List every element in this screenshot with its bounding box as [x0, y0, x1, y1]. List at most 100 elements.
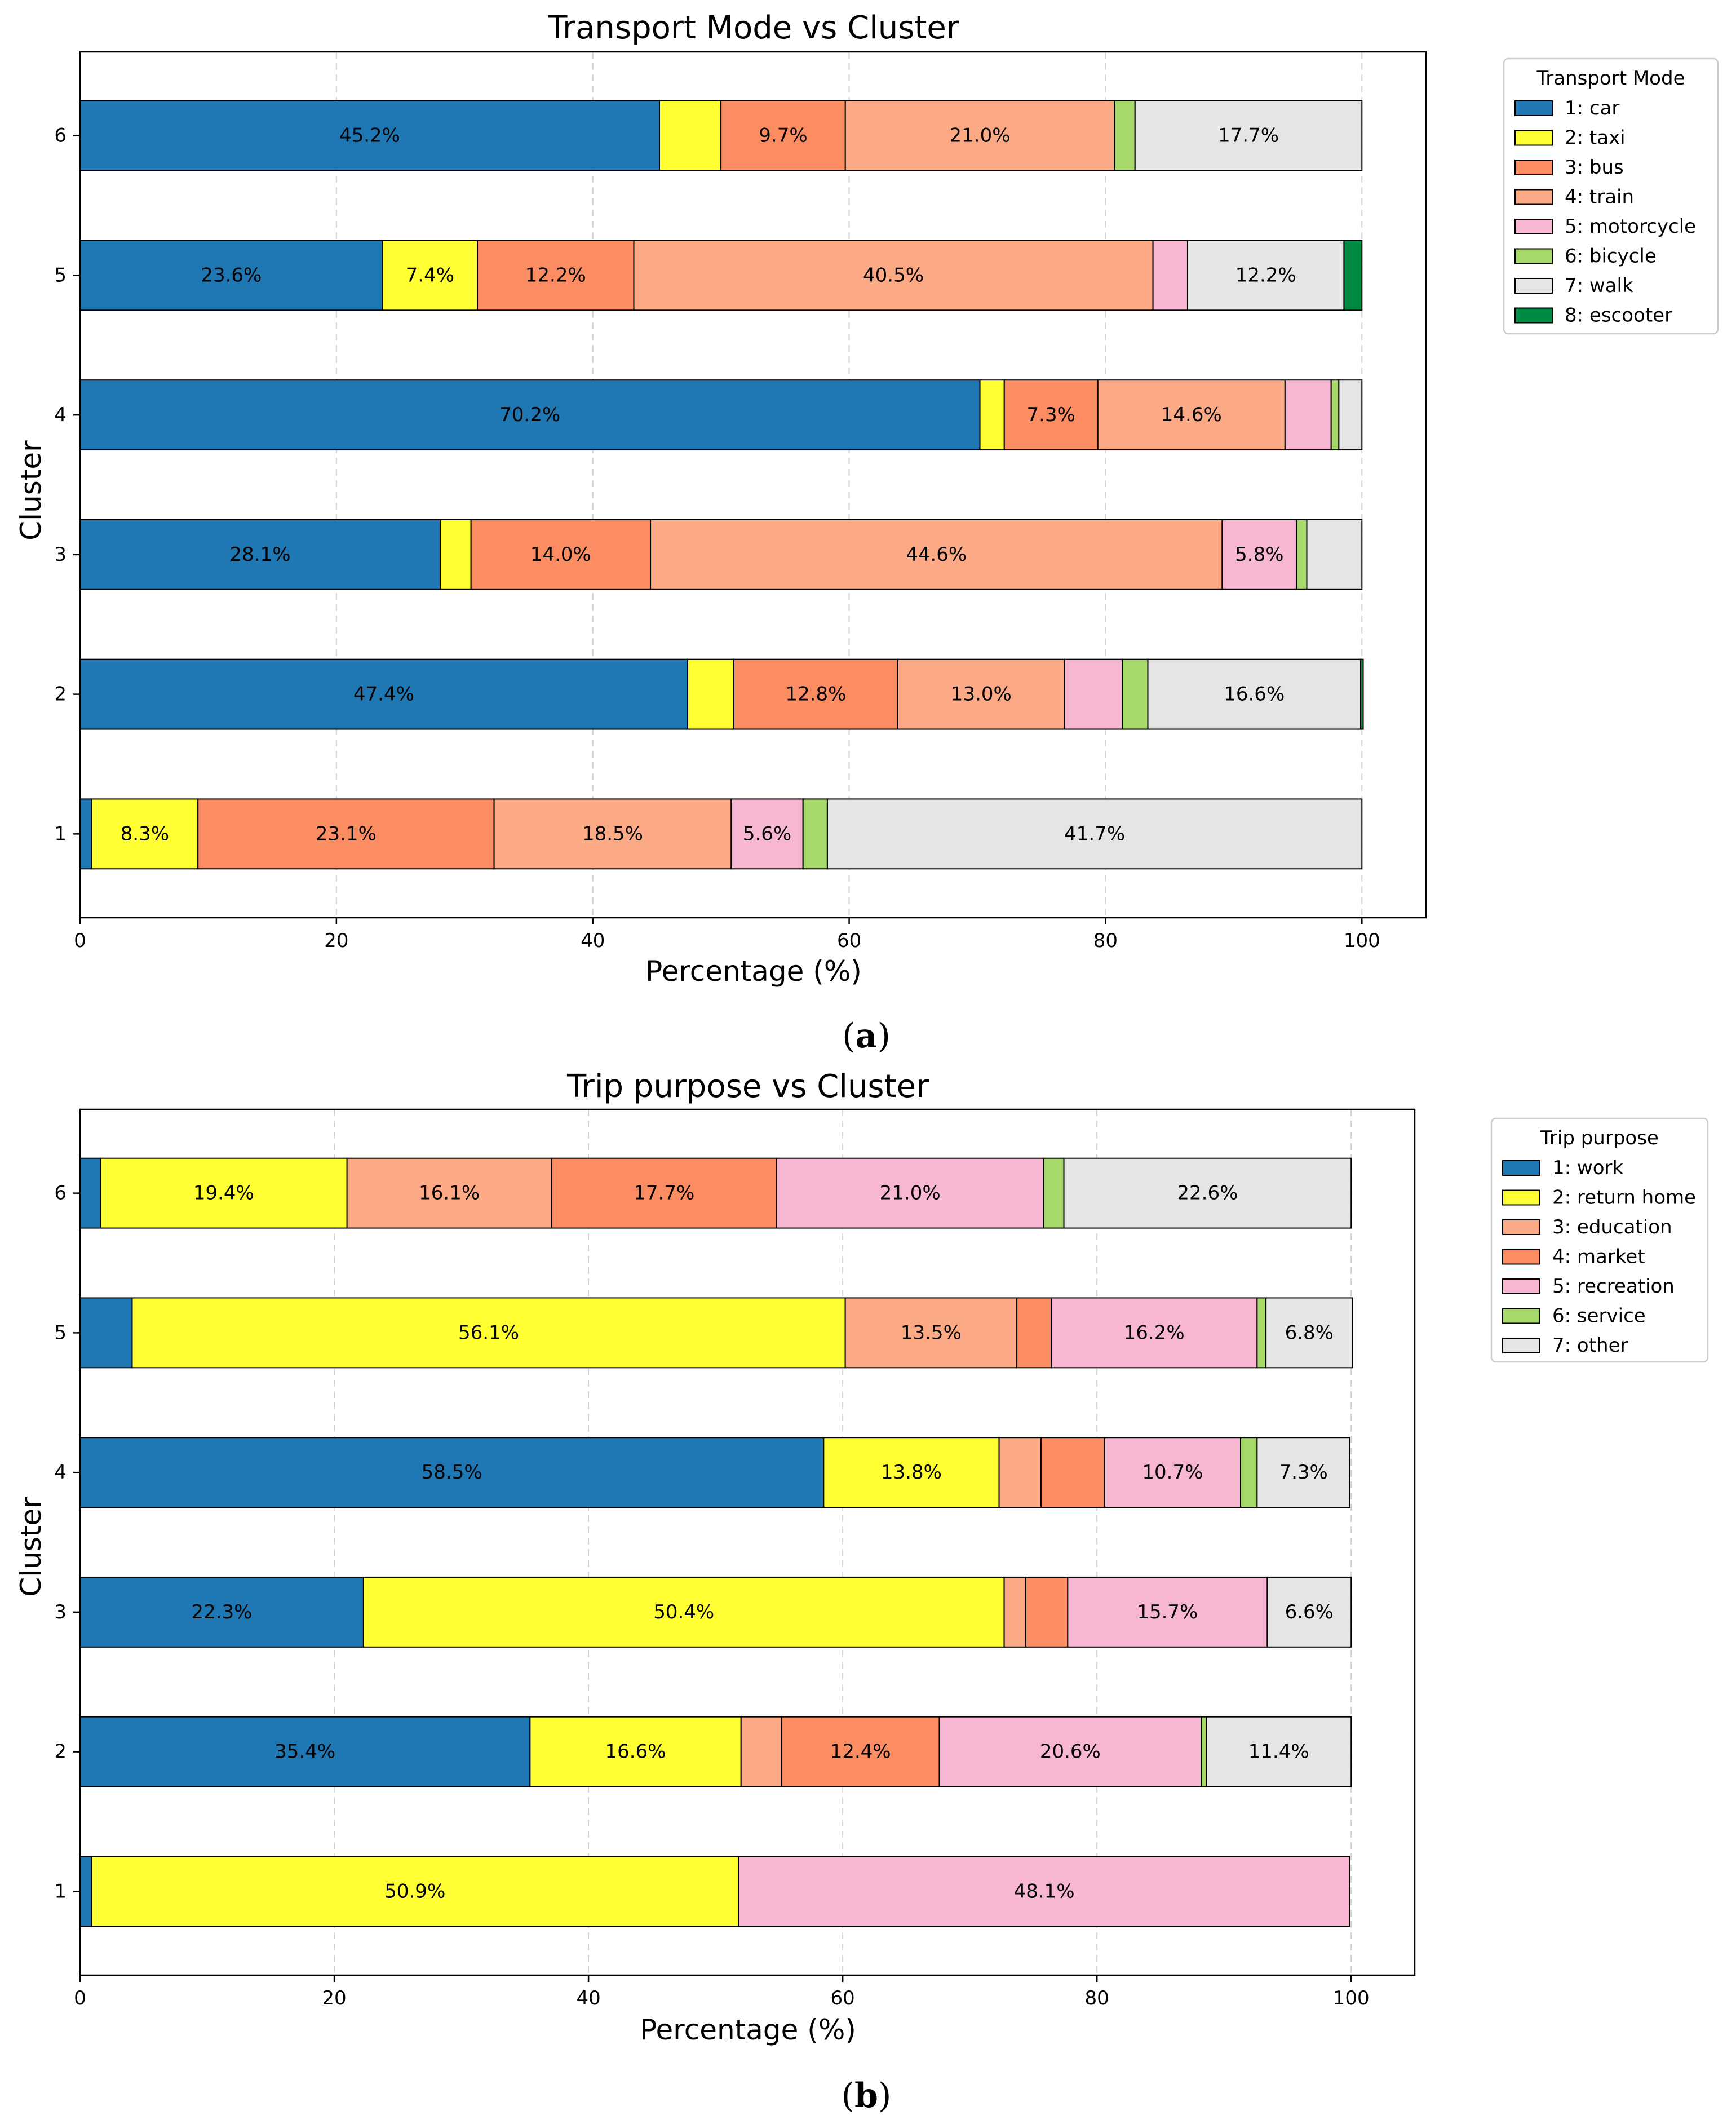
y-tick-label: 3 — [54, 1601, 67, 1623]
bar-segment — [826, 798, 1363, 870]
bar-segment — [1114, 100, 1136, 171]
data-label: 13.5% — [901, 1321, 962, 1344]
bar-segment — [730, 798, 804, 870]
data-label: 7.4% — [406, 264, 454, 286]
bar-segment — [79, 1576, 364, 1648]
legend-entry: 7: walk — [1565, 275, 1633, 297]
data-label: 18.5% — [582, 822, 643, 845]
bar-segment — [823, 1437, 1000, 1508]
y-tick-label: 6 — [54, 1182, 67, 1205]
x-axis-label: Percentage (%) — [640, 2014, 856, 2046]
legend: Trip purpose 1: work 2: return home 3: edu… — [1490, 1117, 1709, 1363]
x-tick-label: 100 — [1344, 930, 1380, 952]
bar-segment — [720, 100, 846, 171]
legend-entry: 2: return home — [1552, 1187, 1696, 1209]
data-label: 7.3% — [1279, 1461, 1327, 1484]
y-tick-label: 1 — [54, 1880, 67, 1902]
legend-entry: 3: education — [1552, 1216, 1672, 1238]
bar-segment — [440, 519, 472, 590]
bar-segment — [1067, 1576, 1268, 1648]
legend-entry: 6: bicycle — [1565, 245, 1657, 268]
legend-entry: 4: market — [1552, 1246, 1645, 1268]
bar-segment — [1256, 1437, 1350, 1508]
legend-swatch — [1514, 100, 1553, 116]
bar-segment — [79, 100, 660, 171]
bar-segment — [1043, 1157, 1065, 1229]
bar-segment — [781, 1716, 940, 1787]
bar-segment — [1338, 379, 1363, 451]
bar-segment — [1266, 1576, 1352, 1648]
bar-segment — [1097, 379, 1286, 451]
legend-swatch — [1502, 1338, 1540, 1353]
bar-segment — [79, 798, 92, 870]
bar-segment — [633, 240, 1154, 311]
bar-segment — [1147, 658, 1362, 730]
data-label: 14.6% — [1161, 404, 1222, 426]
bar-segment — [197, 798, 495, 870]
legend-swatch — [1514, 219, 1553, 234]
data-label: 7.3% — [1027, 404, 1075, 426]
bar-segment — [1025, 1576, 1069, 1648]
data-label: 9.7% — [759, 125, 807, 147]
data-label: 10.7% — [1142, 1461, 1203, 1484]
y-tick-label: 5 — [54, 1321, 67, 1344]
data-label: 8.3% — [121, 822, 169, 845]
data-label: 35.4% — [274, 1741, 335, 1763]
data-label: 50.9% — [384, 1880, 445, 1902]
trip-purpose-chart: Trip purpose vs Cluster 50.9% 48.1% 35.4% 1… — [15, 1068, 1709, 2116]
chart-title: Trip purpose vs Cluster — [566, 1068, 929, 1105]
bar-segment — [100, 1157, 348, 1229]
x-tick-label: 0 — [74, 1987, 86, 2010]
x-tick-label: 40 — [576, 1987, 600, 2010]
bar-segment — [738, 1856, 1350, 1927]
legend-swatch — [1502, 1219, 1540, 1235]
bar-segment — [802, 798, 828, 870]
data-label: 13.8% — [881, 1461, 942, 1484]
x-tick-label: 0 — [74, 930, 86, 952]
data-label: 11.4% — [1248, 1741, 1309, 1763]
data-label: 6.8% — [1285, 1321, 1334, 1344]
legend-swatch — [1502, 1308, 1540, 1324]
legend-entry: 3: bus — [1565, 156, 1624, 179]
y-tick-label: 2 — [54, 1741, 67, 1763]
bar-segment — [79, 379, 981, 451]
bar-segment — [1306, 519, 1363, 590]
x-tick-label: 80 — [1093, 930, 1118, 952]
legend-swatch — [1502, 1249, 1540, 1265]
bar-segment — [1063, 1157, 1352, 1229]
data-label: 50.4% — [653, 1601, 714, 1623]
y-axis-label: Cluster — [15, 440, 47, 541]
bar-segment — [1206, 1716, 1352, 1787]
y-tick-label: 4 — [54, 404, 67, 426]
bar-segment — [382, 240, 479, 311]
data-label: 5.8% — [1235, 543, 1283, 566]
bar-segment — [131, 1297, 846, 1369]
plot-frame — [79, 51, 1427, 919]
bar-segment — [1201, 1716, 1207, 1787]
data-label: 6.6% — [1285, 1601, 1334, 1623]
bar-segment — [1343, 240, 1363, 311]
bar-segment — [91, 1856, 739, 1927]
legend-entry: 8: escooter — [1565, 304, 1672, 327]
bar-segment — [844, 1297, 1018, 1369]
x-tick-label: 40 — [581, 930, 605, 952]
data-label: 23.6% — [201, 264, 262, 286]
legend: Transport Mode 1: car 2: taxi 3: bus 4: tra… — [1503, 57, 1719, 335]
y-tick-label: 5 — [54, 264, 67, 286]
bar-segment — [1016, 1297, 1052, 1369]
data-label: 16.2% — [1124, 1321, 1185, 1344]
data-label: 12.2% — [525, 264, 586, 286]
bar-segment — [1240, 1437, 1258, 1508]
bar-segment — [1040, 1437, 1105, 1508]
data-label: 15.7% — [1137, 1601, 1198, 1623]
data-label: 23.1% — [316, 822, 377, 845]
legend-entry: 1: car — [1565, 97, 1619, 120]
bar-segment — [938, 1716, 1202, 1787]
data-label: 21.0% — [950, 125, 1011, 147]
bar-segment — [362, 1576, 1005, 1648]
data-label: 47.4% — [353, 683, 414, 706]
x-tick-label: 100 — [1333, 1987, 1370, 2010]
bar-segment — [1064, 658, 1123, 730]
bar-segment — [1330, 379, 1340, 451]
